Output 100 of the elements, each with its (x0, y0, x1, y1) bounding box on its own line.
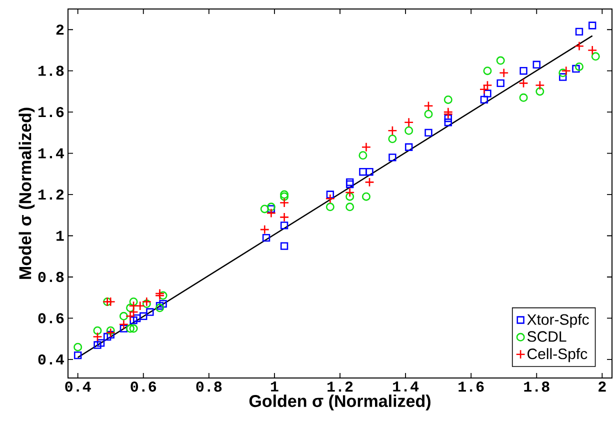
x-tick-label: 1.4 (393, 382, 419, 392)
point (496, 79, 504, 88)
point (128, 301, 138, 311)
point (366, 168, 374, 176)
point (346, 202, 354, 212)
point (280, 242, 288, 250)
point (128, 307, 138, 317)
y-tick-label: 0.6 (38, 313, 64, 324)
point (262, 234, 270, 242)
x-tick-label: 2 (598, 382, 606, 392)
point (444, 118, 452, 126)
point (159, 300, 167, 308)
point (266, 202, 276, 212)
point (146, 308, 154, 316)
x-axis-title: Golden σ (Normalized) (249, 394, 430, 410)
point (359, 168, 367, 176)
point (92, 332, 102, 342)
point (280, 192, 289, 201)
point (74, 351, 82, 360)
point (142, 300, 151, 308)
point (132, 314, 141, 322)
point (574, 62, 584, 71)
point (358, 151, 368, 160)
point (280, 190, 289, 199)
point (482, 80, 492, 90)
point (126, 324, 135, 333)
y-tick-label: 1.4 (38, 148, 64, 158)
point (280, 222, 288, 230)
point (520, 66, 528, 75)
point (484, 90, 492, 98)
point (424, 128, 432, 137)
point (156, 304, 164, 312)
legend-label: SCDL (527, 331, 566, 342)
point (388, 154, 396, 162)
point (125, 311, 136, 322)
x-tick-label: 1 (270, 382, 278, 392)
point (424, 101, 434, 111)
point (106, 330, 114, 339)
y-tick-label: 0.8 (38, 272, 64, 282)
point (532, 60, 540, 69)
point (130, 316, 138, 324)
point (326, 190, 334, 198)
point (361, 142, 372, 152)
y-tick-label: 1 (56, 230, 64, 241)
y-tick-label: 1.8 (38, 66, 64, 76)
point (119, 312, 128, 320)
point (279, 198, 290, 208)
point (575, 28, 584, 36)
point (558, 73, 567, 81)
point (561, 66, 571, 76)
y-axis-title: Model σ (Normalized) (18, 108, 35, 279)
point (444, 95, 452, 104)
point (267, 205, 276, 213)
point (388, 134, 397, 144)
point (404, 118, 414, 128)
point (536, 87, 544, 96)
point (129, 324, 138, 333)
point (126, 304, 135, 312)
y-tick-label: 0.4 (38, 354, 64, 365)
x-tick-label: 1.8 (524, 382, 550, 392)
point (135, 301, 145, 311)
point (260, 224, 270, 234)
point (364, 177, 374, 188)
point (588, 22, 596, 30)
point (535, 80, 545, 90)
point (388, 126, 398, 136)
y-tick-label: 1.6 (38, 106, 64, 118)
point (106, 326, 115, 335)
x-tick-label: 0.4 (65, 382, 91, 392)
point (140, 312, 148, 320)
point (587, 45, 598, 56)
legend-label: Cell-Spfc (528, 348, 588, 362)
x-tick-label: 0.8 (196, 382, 222, 392)
point (404, 126, 414, 135)
point (362, 192, 370, 201)
point (480, 96, 488, 104)
y-tick-label: 2 (56, 24, 64, 35)
point (142, 296, 152, 307)
x-tick-label: 0.6 (130, 382, 156, 392)
point (499, 68, 509, 78)
point (93, 326, 102, 335)
point (424, 110, 433, 118)
x-tick-label: 1.6 (458, 382, 484, 392)
point (106, 296, 116, 307)
point (260, 204, 269, 214)
point (591, 52, 600, 61)
point (346, 178, 354, 186)
point (120, 324, 128, 332)
point (129, 297, 138, 306)
point (325, 194, 336, 204)
point (518, 78, 528, 88)
point (266, 208, 276, 218)
point (404, 143, 413, 151)
point (496, 56, 505, 65)
point (479, 84, 490, 94)
y-tick-label: 1.2 (38, 190, 64, 200)
point (94, 341, 102, 349)
point (519, 93, 528, 102)
point (346, 192, 354, 201)
point (118, 320, 129, 330)
